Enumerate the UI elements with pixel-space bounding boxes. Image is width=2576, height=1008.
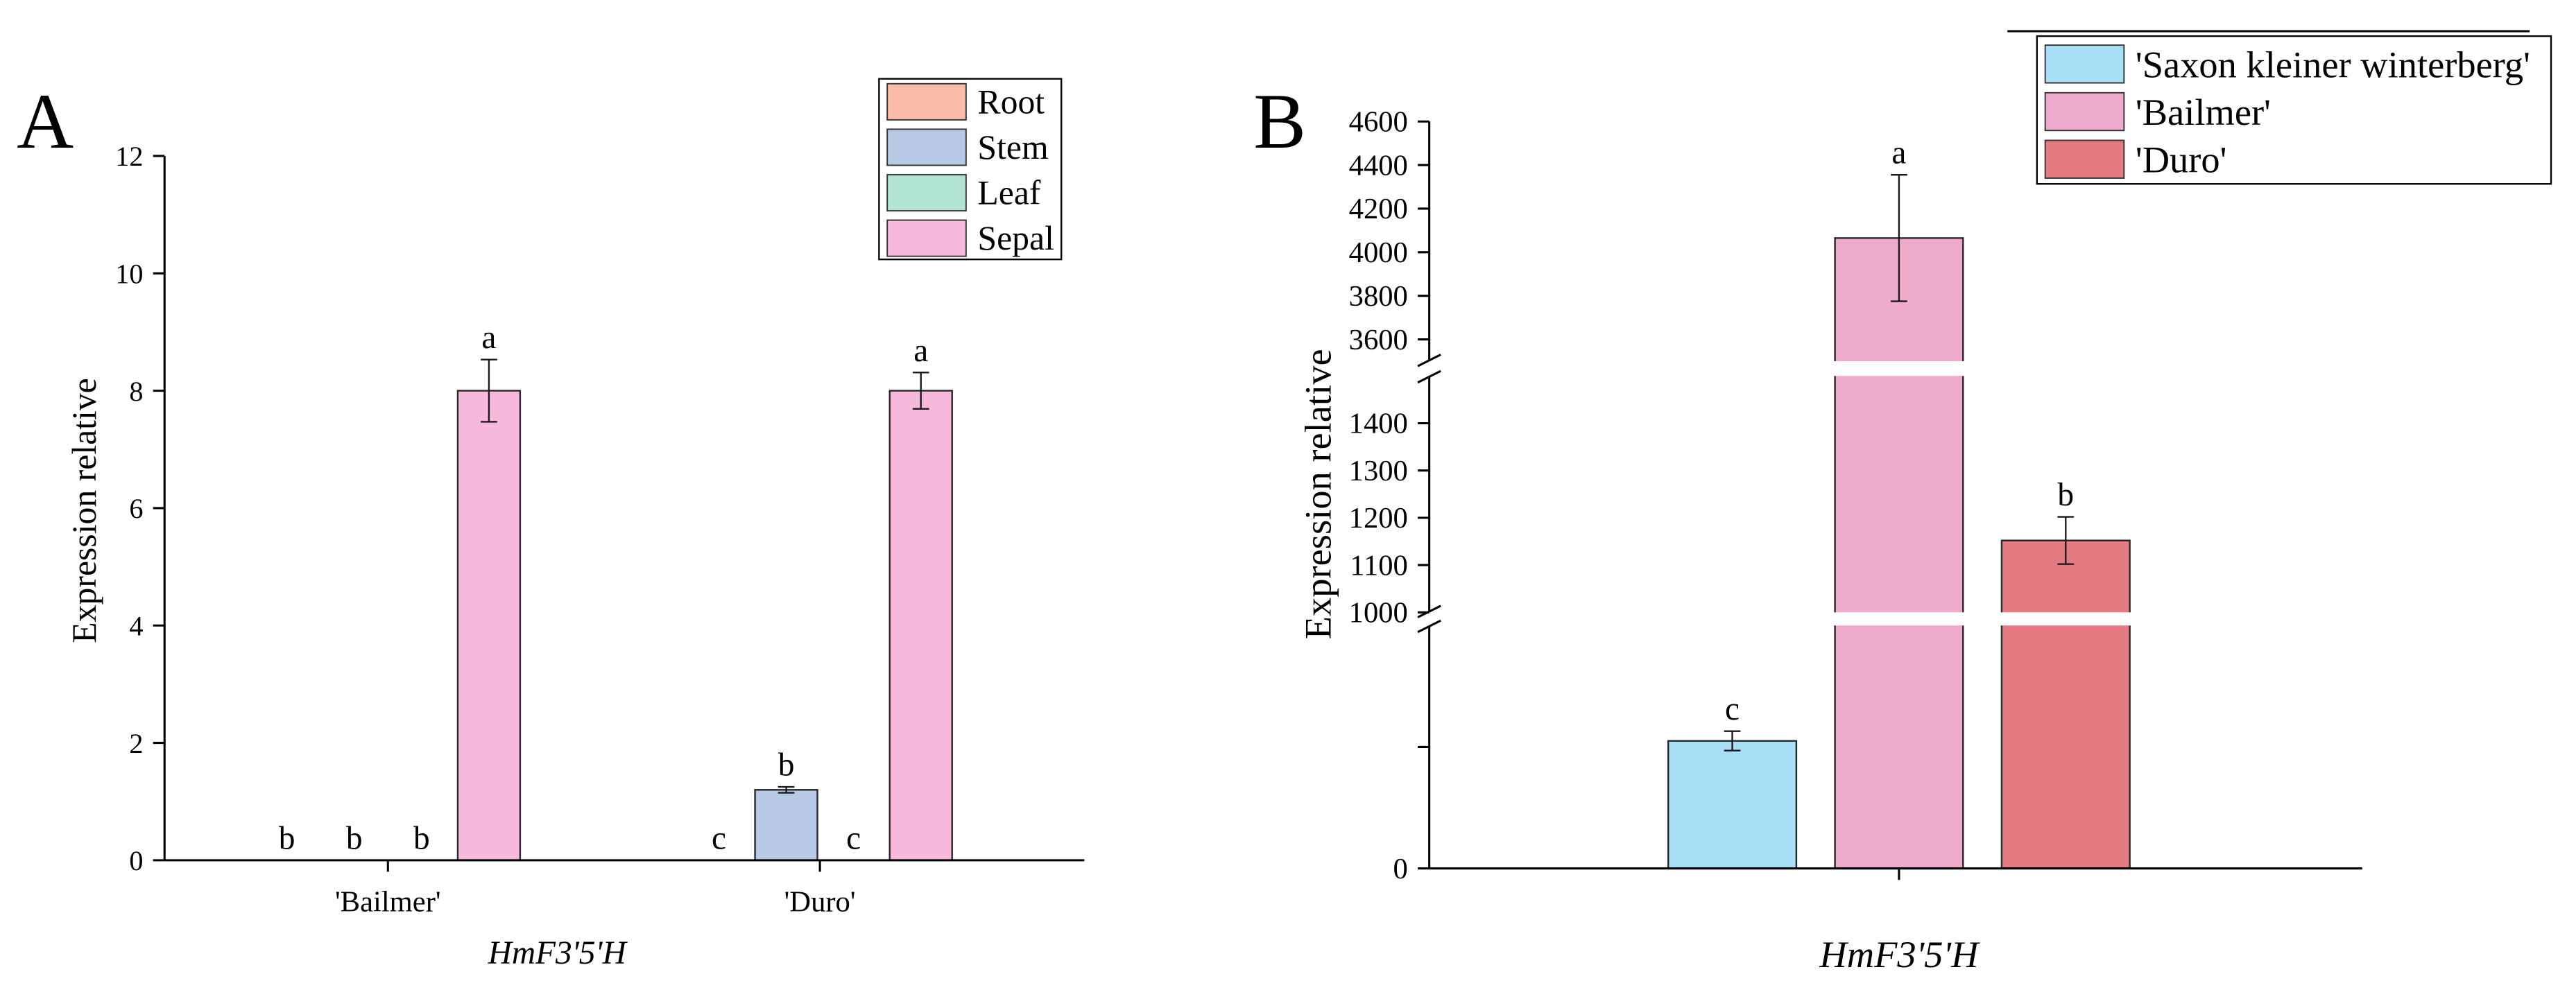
y-tick-label: 4000 <box>1349 236 1408 269</box>
x-tick-label: 'Bailmer' <box>335 885 441 918</box>
bar-sepal-bailmer <box>456 390 522 862</box>
legend-label-stem: Stem <box>977 128 1048 166</box>
significance-letter: c <box>846 820 861 856</box>
legend-b: 'Saxon kleiner winterberg' 'Bailmer' 'Duro… <box>2007 30 2552 185</box>
y-tick-label: 4200 <box>1349 193 1408 225</box>
significance-letter: a <box>1891 135 1906 171</box>
significance-letter: a <box>913 333 928 369</box>
legend-label-sepal: Sepal <box>977 219 1054 257</box>
y-tick-label: 4 <box>129 610 143 641</box>
y-axis-label: Expression relative <box>65 378 103 643</box>
axis-break-mark <box>1417 619 1441 634</box>
y-tick-label: 0 <box>129 845 143 876</box>
x-axis-label: HmF3'5'H <box>1819 933 1980 975</box>
legend-swatch-sepal <box>886 219 967 257</box>
legend-swatch-duro <box>2044 139 2125 179</box>
axis-break-gap <box>1431 612 2362 626</box>
axis-break-mark <box>1417 354 1441 367</box>
axis-break-gap <box>1431 360 2362 376</box>
panel-b-label: B <box>1253 78 1306 165</box>
legend-label-root: Root <box>977 82 1045 121</box>
axis-break-mark <box>1417 605 1441 618</box>
panel-a-label: A <box>17 78 74 165</box>
significance-letter: c <box>712 820 726 856</box>
legend-swatch-leaf <box>886 174 967 212</box>
legend-swatch-bailmer <box>2044 92 2125 132</box>
significance-letter: b <box>778 747 795 783</box>
axis-break-mark <box>1417 370 1441 384</box>
y-tick-label: 12 <box>115 141 143 172</box>
y-tick-label: 0 <box>1393 853 1408 885</box>
significance-letter: b <box>413 820 430 856</box>
significance-letter: b <box>2057 477 2074 513</box>
bar-saxon-kleiner-winterberg <box>1667 740 1798 869</box>
legend-label-bailmer: 'Bailmer' <box>2136 91 2271 133</box>
y-axis-title-a: Expression relative <box>65 378 103 643</box>
legend-swatch-root <box>886 82 967 121</box>
y-axis-title-b: Expression relative <box>1297 349 1339 639</box>
y-tick-label: 4600 <box>1349 105 1408 138</box>
y-tick-label: 2 <box>129 728 143 759</box>
significance-letter: a <box>481 320 496 356</box>
y-axis-label: Expression relative <box>1297 349 1339 639</box>
significance-letter: c <box>1725 691 1740 727</box>
y-tick-label: 4400 <box>1349 149 1408 182</box>
x-axis-label: HmF3'5'H <box>488 935 628 971</box>
legend-swatch-saxon-kleiner-winterberg <box>2044 44 2125 84</box>
legend-label-saxon-kleiner-winterberg: 'Saxon kleiner winterberg' <box>2136 43 2530 85</box>
significance-letter: b <box>279 820 295 856</box>
y-tick-label: 3800 <box>1349 280 1408 313</box>
legend-swatch-stem <box>886 128 967 166</box>
panel-b: B Expression relative HmF3'5'H c a b 0 1000 1… <box>1253 30 2552 975</box>
significance-letter: b <box>346 820 363 856</box>
panel-a: A Expression relative HmF3'5'H b c b b b c a a 0… <box>17 78 1085 971</box>
y-tick-label: 1300 <box>1349 455 1408 487</box>
bar-bailmer <box>1834 237 1964 869</box>
legend-a: Root Stem Leaf Sepal <box>878 78 1063 261</box>
legend-label-duro: 'Duro' <box>2136 139 2227 181</box>
plot-area-b: c a b 0 1000 1100 1200 1300 1400 3600 3800 4000 4200… <box>1349 105 2362 885</box>
y-tick-label: 3600 <box>1349 324 1408 356</box>
y-tick-label: 1400 <box>1349 408 1408 440</box>
bar-duro <box>2000 539 2131 869</box>
y-tick-label: 1200 <box>1349 502 1408 535</box>
y-tick-label: 1100 <box>1350 549 1408 582</box>
legend-label-leaf: Leaf <box>977 174 1041 212</box>
y-tick-label: 8 <box>129 376 143 407</box>
y-tick-label: 1000 <box>1349 597 1408 629</box>
bar-stem-duro <box>754 789 818 862</box>
plot-area-a: b c b b b c a a 0 2 4 6 8 10 12 'Bailmer' 'Duro' <box>115 141 1085 918</box>
bar-sepal-duro <box>888 390 953 862</box>
y-tick-label: 6 <box>129 493 143 524</box>
y-tick-label: 10 <box>115 258 143 289</box>
x-tick-label: 'Duro' <box>784 885 856 918</box>
